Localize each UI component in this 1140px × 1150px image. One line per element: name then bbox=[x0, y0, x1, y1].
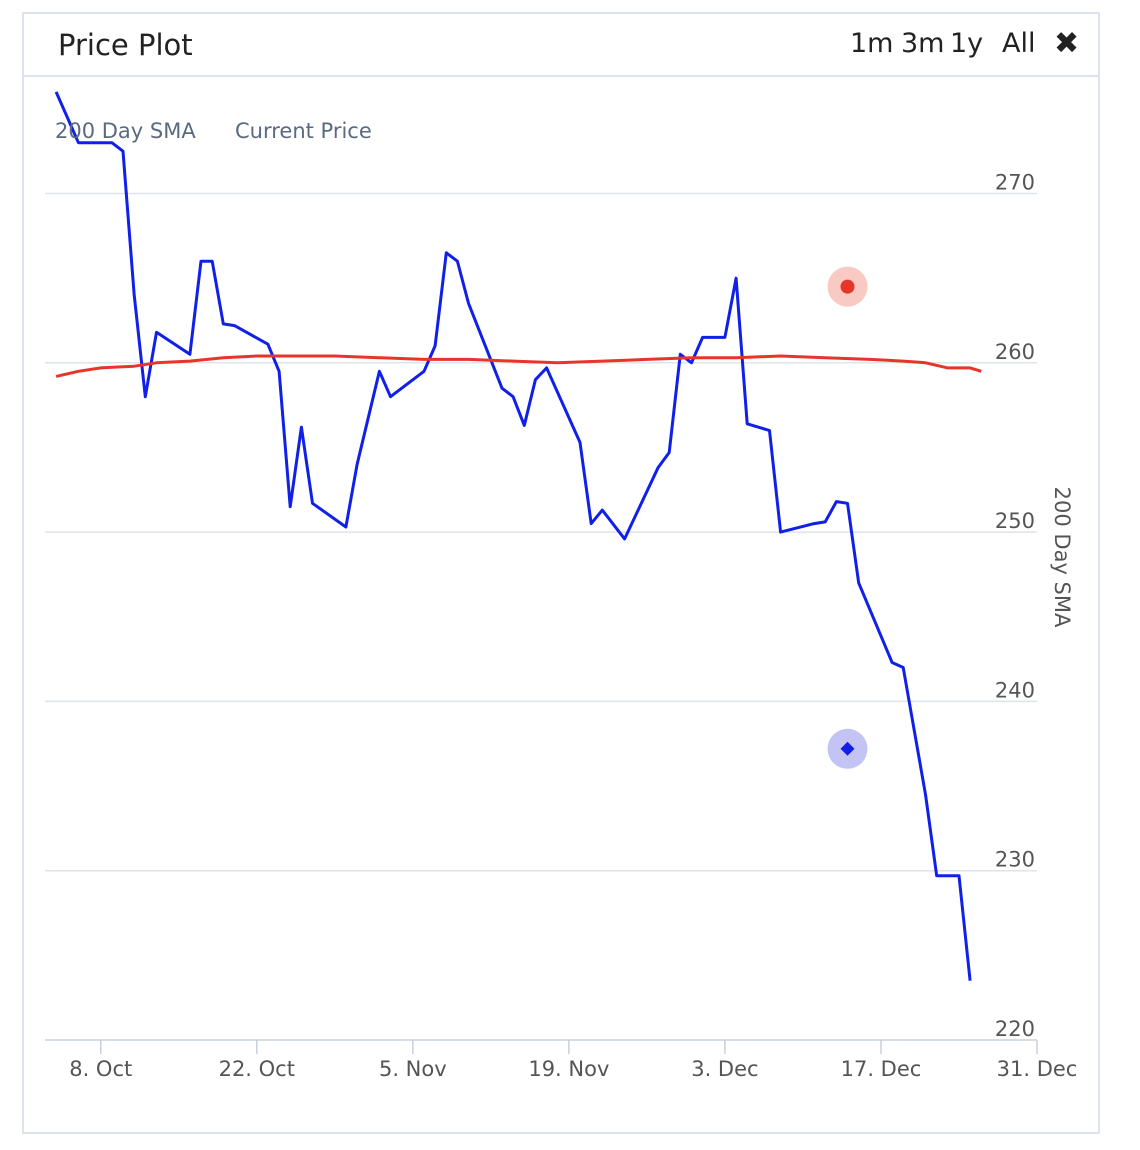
y-tick-label: 220 bbox=[995, 1017, 1035, 1041]
x-tick-label: 5. Nov bbox=[379, 1057, 447, 1081]
range-all-button[interactable]: All bbox=[1002, 28, 1036, 59]
x-tick-label: 8. Oct bbox=[69, 1057, 132, 1081]
legend-item[interactable]: 200 Day SMA bbox=[55, 119, 196, 143]
y-tick-label: 270 bbox=[995, 171, 1035, 195]
x-tick-label: 22. Oct bbox=[219, 1057, 295, 1081]
y-tick-label: 260 bbox=[995, 340, 1035, 364]
y-tick-label: 250 bbox=[995, 509, 1035, 533]
x-tick-label: 3. Dec bbox=[691, 1057, 758, 1081]
current-price-line bbox=[54, 91, 972, 981]
x-tick-label: 19. Nov bbox=[528, 1057, 609, 1081]
panel-header: Price Plot 1m 3m 1y All ✖ bbox=[24, 14, 1098, 77]
range-1m-button[interactable]: 1m bbox=[850, 28, 894, 59]
marker-diamond[interactable] bbox=[840, 741, 855, 756]
panel-title: Price Plot bbox=[58, 28, 193, 62]
price-plot-panel: Price Plot 1m 3m 1y All ✖ bbox=[22, 12, 1100, 1134]
y-tick-label: 230 bbox=[995, 848, 1035, 872]
x-tick-label: 17. Dec bbox=[841, 1057, 922, 1081]
marker-point[interactable] bbox=[840, 279, 855, 294]
x-tick-label: 31. Dec bbox=[997, 1057, 1078, 1081]
200-day-sma-line bbox=[55, 354, 982, 378]
y-axis-title: 200 Day SMA bbox=[1050, 487, 1074, 628]
close-icon[interactable]: ✖ bbox=[1054, 26, 1080, 61]
y-tick-label: 240 bbox=[995, 678, 1035, 702]
range-3m-button[interactable]: 3m bbox=[901, 28, 945, 59]
range-1y-button[interactable]: 1y bbox=[950, 28, 984, 59]
legend-item[interactable]: Current Price bbox=[235, 119, 372, 143]
